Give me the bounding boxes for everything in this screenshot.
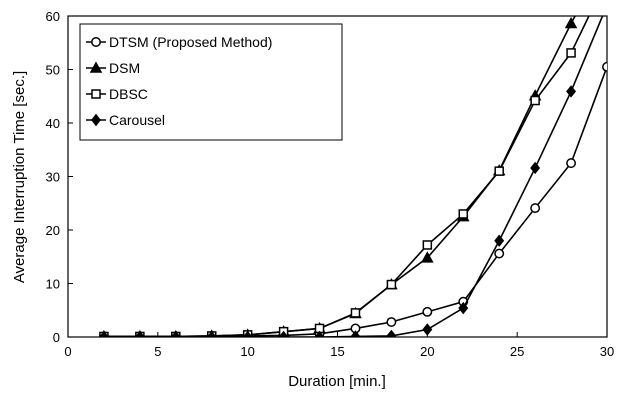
legend-item-circle: DTSM (Proposed Method)	[86, 34, 272, 50]
data-point-square	[567, 49, 575, 57]
data-point-circle	[387, 318, 395, 326]
x-tick-label: 30	[600, 344, 614, 359]
y-tick-label: 30	[46, 170, 60, 185]
y-tick-label: 60	[46, 9, 60, 24]
legend: DTSM (Proposed Method) DSM DBSC Carousel	[80, 24, 342, 140]
y-tick-label: 0	[53, 330, 60, 345]
x-tick-label: 20	[420, 344, 434, 359]
x-axis-title: Duration [min.]	[288, 373, 386, 390]
data-point-square	[423, 241, 431, 249]
data-point-circle	[603, 63, 611, 71]
y-tick-label: 10	[46, 277, 60, 292]
x-tick-label: 5	[154, 344, 161, 359]
data-point-square	[495, 167, 503, 175]
data-point-circle	[567, 159, 575, 167]
data-point-circle	[495, 249, 503, 257]
y-tick-label: 50	[46, 63, 60, 78]
x-tick-label: 25	[510, 344, 524, 359]
legend-label: DBSC	[109, 86, 148, 102]
data-point-circle	[423, 308, 431, 316]
data-point-diamond	[603, 0, 611, 10]
data-point-square	[531, 97, 539, 105]
y-tick-label: 20	[46, 223, 60, 238]
y-axis-title: Average Interruption Time [sec.]	[11, 71, 28, 283]
y-tick-label: 40	[46, 116, 60, 131]
legend-label: DSM	[109, 60, 140, 76]
x-tick-label: 10	[240, 344, 254, 359]
data-point-square	[351, 309, 359, 317]
legend-marker-square	[92, 90, 100, 98]
data-point-square	[387, 281, 395, 289]
legend-marker-circle	[92, 38, 100, 46]
legend-label: Carousel	[109, 112, 165, 128]
data-point-circle	[531, 204, 539, 212]
x-tick-label: 15	[330, 344, 344, 359]
data-point-square	[459, 210, 467, 218]
legend-label: DTSM (Proposed Method)	[109, 34, 272, 50]
x-tick-label: 0	[64, 344, 71, 359]
